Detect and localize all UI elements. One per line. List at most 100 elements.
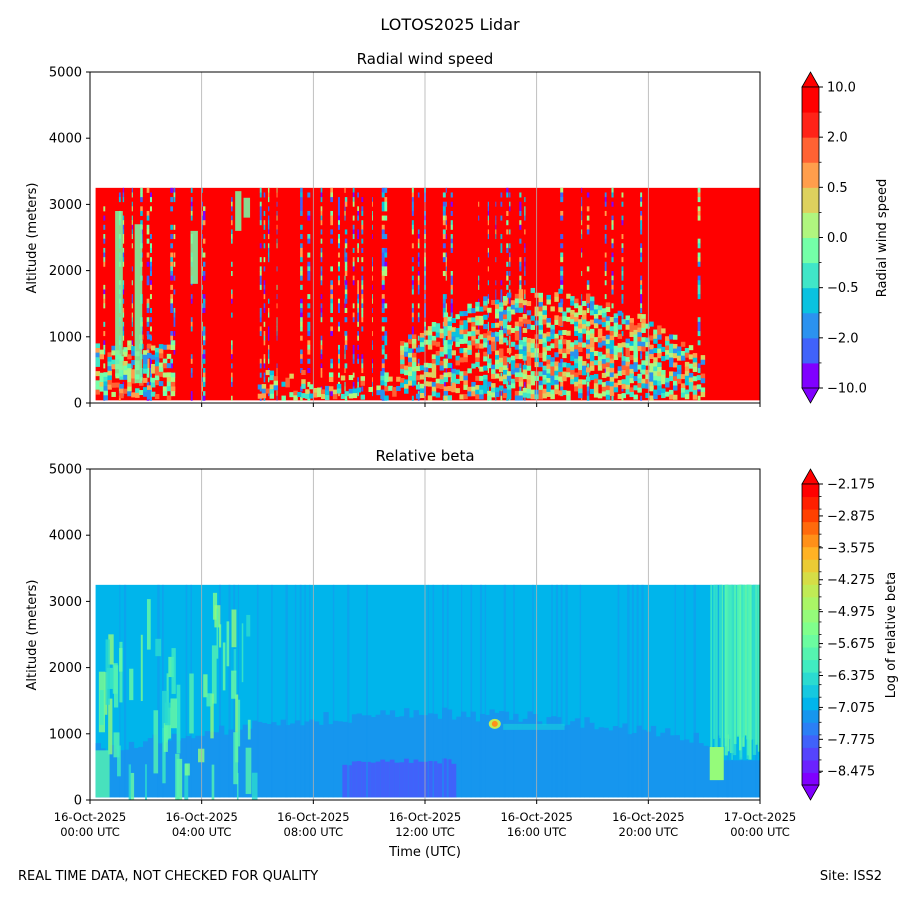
wind-heatmap-cell xyxy=(122,252,125,258)
wind-heatmap-cell xyxy=(443,358,449,364)
wind-heatmap-cell xyxy=(352,247,355,253)
wind-heatmap-cell xyxy=(427,326,433,332)
wind-heatmap-cell xyxy=(447,321,453,327)
wind-heatmap-cell xyxy=(337,210,340,216)
wind-heatmap-cell xyxy=(692,385,698,391)
wind-heatmap-cell xyxy=(657,325,662,331)
wind-heatmap-cell xyxy=(653,375,658,381)
wind-heatmap-cell xyxy=(550,334,555,340)
beta-heatmap-cell xyxy=(204,731,211,798)
beta-heatmap-cloud xyxy=(731,584,733,760)
wind-heatmap-cell xyxy=(201,363,203,369)
wind-heatmap-cell xyxy=(103,340,106,346)
wind-heatmap-cell xyxy=(443,330,449,336)
wind-heatmap-cell xyxy=(514,330,520,336)
wind-heatmap-cell xyxy=(158,344,164,350)
wind-heatmap-cell xyxy=(300,349,303,355)
beta-heatmap-plume xyxy=(184,763,190,776)
wind-heatmap-cell xyxy=(146,358,150,364)
wind-heatmap-cell xyxy=(586,363,590,369)
wind-heatmap-cell xyxy=(143,368,148,374)
wind-heatmap-cell xyxy=(459,311,464,317)
wind-heatmap-cell xyxy=(657,371,662,377)
wind-heatmap-cell xyxy=(471,335,476,341)
wind-heatmap-cell xyxy=(166,372,172,378)
wind-heatmap-cell xyxy=(131,369,136,375)
wind-heatmap-cell xyxy=(417,271,420,277)
wind-heatmap-cell xyxy=(589,338,595,344)
wind-heatmap-cell xyxy=(300,243,303,249)
wind-heatmap-cell xyxy=(692,390,698,396)
wind-heatmap-cell xyxy=(478,280,480,286)
wind-heatmap-cell xyxy=(231,381,233,387)
wind-heatmap-cell xyxy=(463,352,468,358)
wind-heatmap-cell xyxy=(276,192,278,198)
wind-heatmap-cell xyxy=(478,335,480,341)
wind-heatmap-cell xyxy=(637,364,642,370)
beta-heatmap-cell xyxy=(266,723,272,798)
wind-heatmap-cell xyxy=(431,335,437,341)
wind-heatmap-cell xyxy=(190,206,193,212)
wind-heatmap-cell xyxy=(672,380,678,386)
beta-colorbar-swatch xyxy=(802,709,819,723)
wind-heatmap-cell xyxy=(103,331,106,337)
beta-heatmap-cell xyxy=(366,761,372,798)
wind-colorbar-swatch xyxy=(802,137,819,163)
wind-heatmap-cell xyxy=(637,378,642,384)
wind-heatmap-cell xyxy=(330,280,333,286)
wind-heatmap-cell xyxy=(546,299,551,305)
wind-heatmap-cell xyxy=(122,257,125,263)
beta-heatmap-cell xyxy=(361,715,367,798)
wind-heatmap-cell xyxy=(597,361,603,367)
wind-heatmap-cell xyxy=(411,187,414,193)
wind-heatmap-cell xyxy=(645,379,650,385)
wind-heatmap-cell xyxy=(550,324,555,330)
wind-heatmap-cell xyxy=(122,224,125,230)
wind-heatmap-cell xyxy=(381,192,385,198)
wind-heatmap-cell xyxy=(231,363,233,369)
wind-colorbar-tick-label: −0.5 xyxy=(827,281,859,296)
wind-heatmap-cell xyxy=(276,243,278,249)
wind-heatmap-cell xyxy=(558,321,563,327)
wind-heatmap-cell xyxy=(604,210,607,216)
wind-heatmap-cell xyxy=(344,298,348,304)
wind-heatmap-cell xyxy=(487,252,489,258)
wind-heatmap-cell xyxy=(300,234,303,240)
beta-colorbar-swatch xyxy=(802,697,819,711)
wind-heatmap-cell xyxy=(307,266,311,272)
wind-heatmap-cell xyxy=(231,261,233,267)
wind-heatmap-cell xyxy=(404,388,409,394)
wind-heatmap-cell xyxy=(526,393,532,399)
wind-heatmap-cell xyxy=(203,307,206,313)
wind-heatmap-cell xyxy=(170,266,174,272)
wind-heatmap-cell xyxy=(629,327,634,333)
wind-heatmap-cell xyxy=(261,388,267,394)
beta-heatmap-cell xyxy=(413,759,419,798)
wind-heatmap-cell xyxy=(404,342,409,348)
wind-heatmap-cell xyxy=(509,381,511,387)
wind-colorbar-tick-label: 0.0 xyxy=(827,231,848,246)
wind-heatmap-cell xyxy=(684,348,690,354)
wind-heatmap-cell xyxy=(657,380,662,386)
wind-heatmap-cell xyxy=(357,284,359,290)
beta-heatmap-plume xyxy=(119,647,123,672)
wind-heatmap-cell xyxy=(307,261,311,267)
wind-heatmap-cell xyxy=(203,372,206,378)
wind-heatmap-cell xyxy=(203,206,206,212)
wind-heatmap-cell xyxy=(162,390,168,396)
wind-heatmap-cell xyxy=(669,343,674,349)
beta-heatmap-streak xyxy=(294,584,297,798)
wind-heatmap-cell xyxy=(361,275,364,281)
wind-heatmap-cell xyxy=(546,368,551,374)
wind-heatmap-cell xyxy=(450,238,453,244)
wind-heatmap-cell xyxy=(688,363,694,369)
wind-heatmap-cell xyxy=(431,368,437,374)
wind-heatmap-cell xyxy=(589,301,595,307)
wind-heatmap-cell xyxy=(122,192,125,198)
wind-heatmap-cell xyxy=(538,320,543,326)
beta-heatmap-cell xyxy=(347,722,353,798)
wind-colorbar-swatch xyxy=(802,162,819,188)
wind-colorbar-swatch xyxy=(802,237,819,264)
wind-heatmap-cell xyxy=(320,215,323,221)
wind-heatmap-cell xyxy=(574,363,579,369)
